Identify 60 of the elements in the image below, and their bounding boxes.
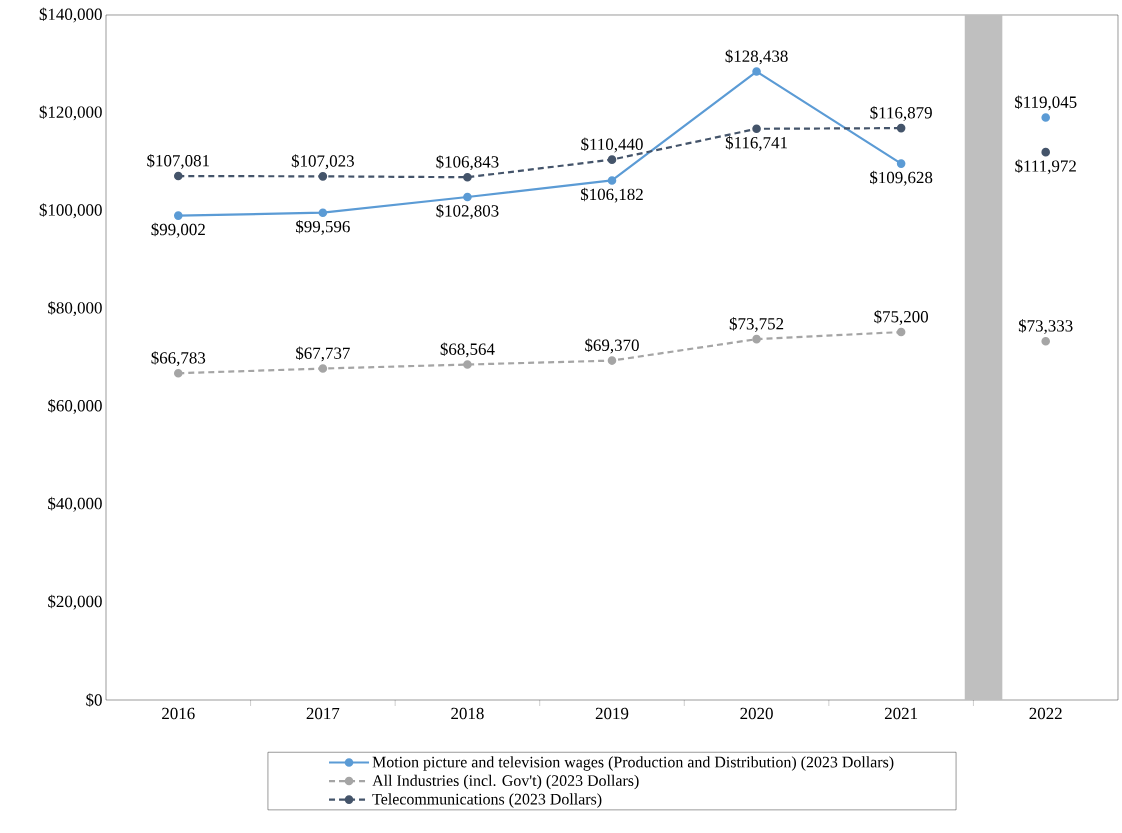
data-label: $128,438 [725,49,788,65]
data-label: $116,879 [870,106,932,121]
point [318,172,328,181]
point [463,192,472,202]
point [896,123,906,133]
data-label: $106,843 [436,155,499,171]
data-label: $73,333 [1018,319,1073,334]
legend-label: Telecommunications (2023 Dollars) [372,793,602,808]
y-tick-label: $20,000 [48,594,102,610]
point [173,171,183,181]
y-tick-label: $40,000 [48,496,102,512]
data-label: $66,783 [151,351,206,367]
point [752,67,761,76]
x-tick-label: 2022 [1029,707,1062,720]
point [752,334,761,344]
point [896,159,906,168]
data-label: $119,045 [1015,95,1077,111]
y-tick-label: $120,000 [39,105,102,121]
data-label: $116,741 [725,135,787,151]
x-tick-label: 2016 [162,707,195,720]
data-label: $68,564 [440,342,495,358]
point [173,368,183,378]
x-tick-label: 2019 [595,707,629,720]
x-tick-label: 2018 [451,707,484,720]
point [1041,113,1050,122]
data-label: $107,023 [291,154,354,170]
data-label: $107,081 [147,153,210,169]
y-tick-label: $140,000 [39,7,102,23]
data-label: $99,002 [151,222,205,238]
y-tick-label: $60,000 [48,398,102,414]
x-tick-label: 2021 [884,707,918,720]
legend-label: Motion picture and television wages (Production and Distribution) (2023 Dollars) [372,756,894,771]
point [896,327,906,337]
point [1041,147,1050,157]
data-label: $99,596 [296,219,350,235]
data-label: $67,737 [296,346,350,362]
point [607,176,617,185]
legend-label: All Industries (incl. Gov't) (2023 Dollars) [372,774,639,790]
data-label: $73,752 [729,317,784,332]
point [318,208,328,217]
data-label: $106,182 [580,187,643,203]
point [463,360,472,369]
data-label: $110,440 [581,137,643,153]
point [752,124,761,134]
point [173,211,183,220]
x-tick-label: 2017 [306,707,340,720]
data-label: $111,972 [1015,159,1076,175]
y-tick-label: $100,000 [39,203,102,219]
point [318,364,328,373]
data-label: $75,200 [874,309,929,325]
y-tick-label: $80,000 [48,301,102,317]
point [607,356,617,365]
data-label: $69,370 [585,338,639,354]
data-label: $102,803 [436,204,499,220]
point [1041,336,1050,346]
data-label: $109,628 [870,170,933,186]
point [463,172,472,182]
point [607,155,617,164]
x-tick-label: 2020 [740,707,773,720]
y-tick-label: $0 [86,693,102,707]
